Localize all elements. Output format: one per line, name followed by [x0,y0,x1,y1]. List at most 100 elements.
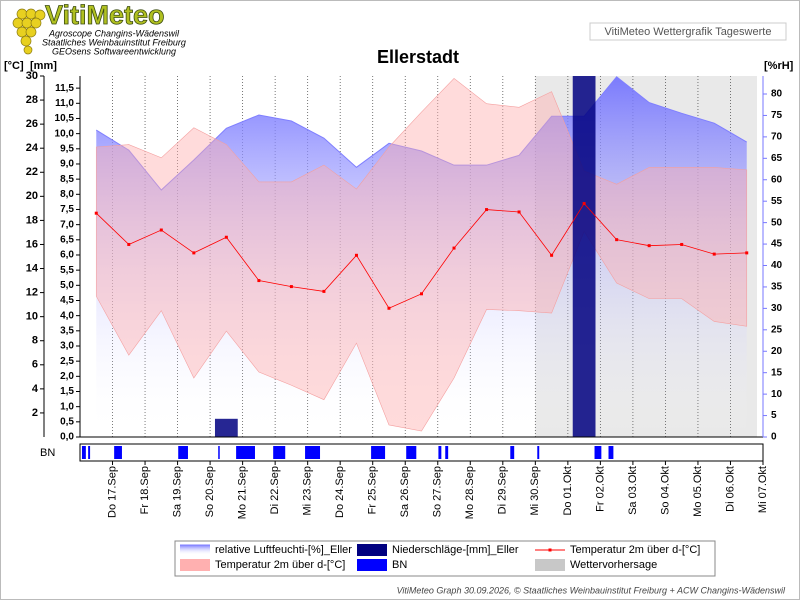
y3-tick-label: 5,5 [60,265,74,276]
temperature-point [224,235,228,239]
y-tick-label: 26 [26,118,38,130]
y3-tick-label: 1,0 [60,401,74,412]
temperature-point [192,251,196,255]
caption-box [589,22,787,41]
legend-swatch [535,559,565,571]
precipitation-bar [214,418,238,437]
temperature-point [517,210,521,214]
bn-period [510,446,515,459]
legend-swatch [548,548,552,552]
y-tick-label: 24 [26,142,39,154]
legend-label: Niederschläge-[mm]_Eller [392,544,519,556]
y2-axis-label: [%rH] [764,60,794,72]
x-tick-label: Sa 19.Sep [171,466,183,517]
y2-tick-label: 40 [771,260,783,271]
bn-period [537,446,540,459]
x-tick-label: So 20.Sep [204,466,216,517]
logo-grapes [12,8,46,55]
bn-period [594,446,602,459]
y-tick-label: 28 [26,94,38,106]
x-tick-label: Do 24.Sep [334,466,346,518]
y2-tick-label: 50 [771,217,783,228]
legend-swatch [357,544,387,556]
y3-tick-label: 9,5 [60,143,74,154]
bn-period [445,446,449,459]
y-tick-label: 12 [26,287,38,299]
x-tick-label: Mi 23.Sep [302,466,314,516]
y-tick-label: 16 [26,238,38,250]
logo-line: Agroscope Changins-Wädenswil [48,28,180,38]
x-tick-label: Do 01.Okt [562,466,574,516]
x-tick-label: Mo 28.Sep [464,466,476,519]
y-tick-label: 14 [26,262,39,274]
y2-tick-label: 30 [771,303,783,314]
y-tick-label: 8 [32,335,38,347]
y3-axis-label: [mm] [30,60,57,72]
y3-tick-label: 11,0 [55,98,74,109]
temperature-point [680,242,684,246]
y2-tick-label: 55 [771,196,783,207]
y2-tick-label: 45 [771,239,783,250]
y3-tick-label: 4,0 [60,310,74,321]
y-tick-label: 20 [26,190,38,202]
logo-line: Staatliches Weinbauinstitut Freiburg [42,37,186,47]
y3-tick-label: 6,5 [60,234,74,245]
legend-swatch [180,545,210,555]
temperature-point [452,246,456,250]
y3-tick-label: 7,0 [60,219,74,230]
bn-period [88,446,91,459]
y2-tick-label: 10 [771,389,783,400]
temperature-point [550,253,554,257]
y3-tick-label: 3,5 [60,325,74,336]
y3-tick-label: 0,0 [60,432,74,443]
x-tick-label: Sa 26.Sep [399,466,411,517]
x-tick-label: Mo 05.Okt [692,466,704,517]
x-tick-label: Fr 02.Okt [594,466,606,512]
temperature-point [420,292,423,296]
temperature-point [322,289,326,293]
legend-label: relative Luftfeuchti-[%]_Eller [215,544,352,556]
x-tick-label: Di 06.Okt [724,466,736,512]
bn-period [114,446,122,459]
x-tick-label: Sa 03.Okt [627,466,639,515]
y3-tick-label: 2,5 [60,356,74,367]
x-tick-label: So 04.Okt [659,466,671,515]
y3-tick-label: 11,5 [55,83,74,94]
temperature-point [354,253,358,257]
logo-line: GEOsens Softwareentwicklung [52,46,176,56]
temperature-point [94,211,98,215]
footer: VitiMeteo Graph 30.09.2026, © Staatliche… [397,585,786,595]
legend-swatch [357,559,387,571]
x-tick-label: Di 22.Sep [269,466,281,514]
bn-period [81,446,86,459]
x-tick-label: Mo 21.Sep [237,466,249,519]
bn-period [273,446,286,459]
y2-tick-label: 25 [771,324,783,335]
legend-label: Temperatur 2m über d-[°C] [570,544,700,556]
y2-tick-label: 35 [771,282,783,293]
y-tick-label: 22 [26,166,38,178]
y2-tick-label: 75 [771,110,783,121]
y2-tick-label: 70 [771,132,783,143]
y3-tick-label: 7,5 [60,204,74,215]
temperature-point [745,251,749,255]
chart-title: Ellerstadt [377,47,459,67]
y3-tick-label: 8,0 [60,189,74,200]
legend-label: BN [392,559,407,571]
precipitation-bar [572,76,596,437]
temperature-point [257,279,261,283]
temperature-point [582,202,586,206]
y2-tick-label: 0 [771,432,777,443]
humidity-line [95,76,747,191]
logo-text: VitiMeteo [45,0,165,30]
y-tick-label: 10 [26,311,38,323]
y2-tick-label: 65 [771,153,783,164]
bn-period [406,446,417,459]
x-tick-label: So 27.Sep [432,466,444,517]
legend-swatch [180,559,210,571]
bn-period [438,446,442,459]
temperature-point [615,238,619,242]
y2-tick-label: 20 [771,346,783,357]
y3-tick-label: 0,5 [60,416,74,427]
